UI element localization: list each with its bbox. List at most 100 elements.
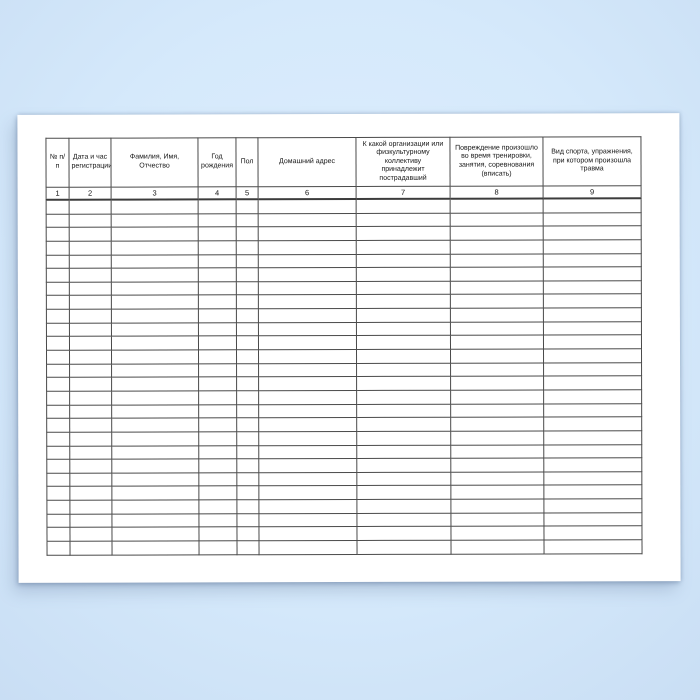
- table-cell: [111, 459, 199, 473]
- table-cell: [198, 527, 238, 541]
- table-cell: [450, 458, 544, 473]
- column-number-5: 5: [236, 186, 259, 200]
- table-cell: [46, 418, 70, 433]
- table-cell: [198, 322, 237, 337]
- table-cell: [198, 472, 237, 487]
- table-cell: [198, 458, 237, 473]
- column-number-3: 3: [111, 186, 199, 200]
- table-cell: [450, 417, 544, 432]
- table-cell: [258, 335, 357, 350]
- table-cell: [198, 349, 237, 364]
- table-cell: [46, 254, 70, 269]
- column-header-6: Домашний адрес: [257, 137, 357, 187]
- table-cell: [46, 500, 70, 515]
- table-cell: [236, 336, 259, 350]
- table-cell: [111, 404, 199, 419]
- table-cell: [69, 445, 112, 460]
- table-cell: [543, 416, 642, 431]
- table-cell: [69, 500, 112, 514]
- table-cell: [258, 526, 358, 541]
- table-cell: [258, 308, 357, 323]
- table-cell: [198, 363, 237, 378]
- table-cell: [69, 459, 112, 474]
- column-header-4: Год рождения: [197, 137, 237, 187]
- table-cell: [236, 417, 259, 432]
- table-cell: [198, 377, 237, 391]
- table-cell: [356, 458, 451, 473]
- table-cell: [450, 403, 544, 418]
- table-cell: [258, 431, 357, 446]
- table-cell: [543, 430, 642, 445]
- table-cell: [46, 199, 70, 214]
- table-cell: [450, 499, 544, 513]
- table-cell: [236, 472, 259, 487]
- table-cell: [46, 336, 70, 351]
- table-cell: [356, 376, 451, 391]
- table-cell: [450, 294, 544, 309]
- table-cell: [112, 540, 200, 555]
- table-cell: [543, 239, 642, 254]
- table-cell: [46, 295, 70, 310]
- table-cell: [111, 213, 199, 228]
- table-cell: [258, 363, 357, 378]
- table-cell: [543, 335, 642, 350]
- table-cell: [236, 527, 260, 541]
- table-cell: [69, 254, 112, 269]
- table-cell: [198, 404, 237, 419]
- table-cell: [236, 254, 259, 268]
- table-cell: [356, 198, 451, 214]
- table-cell: [356, 308, 451, 323]
- table-cell: [111, 527, 200, 542]
- table-cell: [198, 281, 237, 296]
- table-cell: [356, 253, 451, 268]
- table-cell: [356, 240, 451, 255]
- table-cell: [543, 198, 642, 213]
- table-cell: [111, 240, 199, 255]
- table-cell: [450, 239, 544, 254]
- table-cell: [258, 485, 357, 500]
- table-cell: [258, 294, 357, 309]
- table-cell: [543, 512, 642, 527]
- table-cell: [69, 404, 112, 419]
- table-cell: [236, 458, 259, 473]
- table-cell: [356, 403, 451, 418]
- table-cell: [543, 226, 642, 240]
- table-cell: [450, 308, 544, 322]
- table-cell: [111, 486, 199, 501]
- table-cell: [356, 267, 451, 282]
- table-cell: [111, 268, 199, 282]
- document-page: № п/п Дата и час регистрации Фамилия, Имя,…: [17, 113, 681, 583]
- table-cell: [356, 431, 451, 446]
- table-cell: [69, 513, 112, 528]
- table-cell: [543, 485, 642, 500]
- table-cell: [198, 418, 237, 432]
- table-cell: [236, 213, 259, 228]
- table-cell: [69, 295, 112, 310]
- table-cell: [258, 499, 357, 514]
- table-cell: [543, 457, 642, 472]
- table-cell: [111, 295, 199, 310]
- table-cell: [198, 254, 237, 269]
- table-cell: [258, 226, 357, 241]
- table-cell: [236, 199, 259, 214]
- table-cell: [111, 499, 199, 514]
- table-cell: [258, 445, 357, 459]
- column-header-1: № п/п: [45, 138, 70, 188]
- table-cell: [543, 307, 642, 322]
- table-cell: [543, 321, 642, 336]
- table-cell: [69, 432, 112, 446]
- table-cell: [258, 404, 357, 418]
- table-cell: [543, 253, 642, 268]
- table-cell: [198, 199, 237, 214]
- table-cell: [236, 445, 259, 459]
- table-cell: [450, 389, 544, 404]
- column-number-1: 1: [46, 187, 70, 200]
- table-cell: [46, 282, 70, 296]
- table-cell: [69, 472, 112, 487]
- table-row: [47, 539, 643, 555]
- table-cell: [356, 390, 451, 405]
- table-cell: [236, 349, 259, 364]
- table-cell: [69, 350, 112, 364]
- table-cell: [236, 390, 259, 405]
